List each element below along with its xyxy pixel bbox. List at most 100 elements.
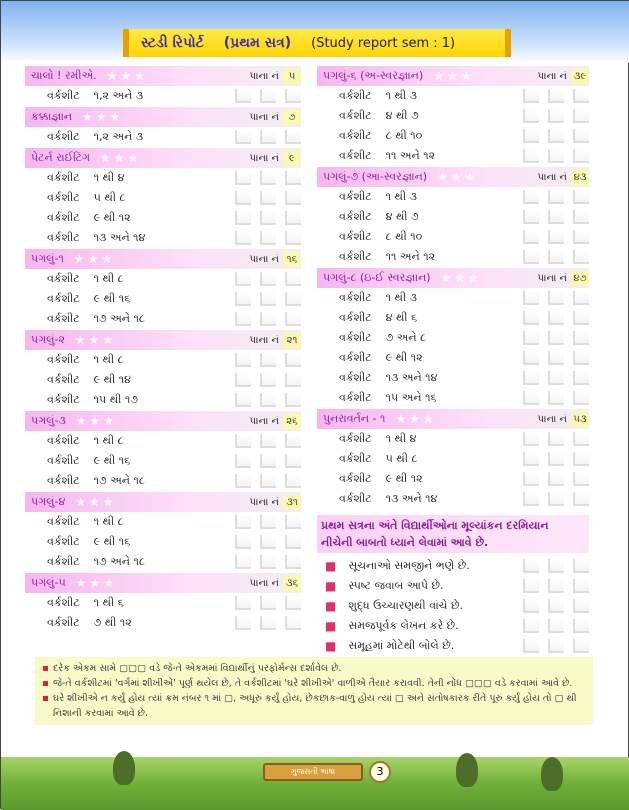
- rating-checkbox[interactable]: [235, 130, 251, 144]
- rating-checkbox[interactable]: [548, 391, 564, 405]
- rating-checkbox[interactable]: [548, 472, 564, 486]
- rating-checkbox[interactable]: [285, 474, 301, 488]
- rating-checkbox[interactable]: [260, 292, 276, 306]
- rating-checkbox[interactable]: [235, 535, 251, 549]
- rating-checkbox[interactable]: [285, 373, 301, 387]
- rating-checkbox[interactable]: [573, 639, 589, 653]
- rating-checkbox[interactable]: [260, 454, 276, 468]
- rating-checkbox[interactable]: [573, 89, 589, 103]
- rating-checkbox[interactable]: [548, 210, 564, 224]
- rating-checkbox[interactable]: [523, 371, 539, 385]
- rating-checkbox[interactable]: [235, 171, 251, 185]
- rating-checkbox[interactable]: [260, 535, 276, 549]
- rating-checkbox[interactable]: [260, 130, 276, 144]
- rating-checkbox[interactable]: [235, 292, 251, 306]
- rating-checkbox[interactable]: [573, 351, 589, 365]
- rating-checkbox[interactable]: [235, 89, 251, 103]
- rating-checkbox[interactable]: [285, 231, 301, 245]
- rating-checkbox[interactable]: [523, 149, 539, 163]
- rating-checkbox[interactable]: [260, 474, 276, 488]
- rating-checkbox[interactable]: [548, 559, 564, 573]
- rating-checkbox[interactable]: [573, 579, 589, 593]
- rating-checkbox[interactable]: [573, 291, 589, 305]
- rating-checkbox[interactable]: [523, 619, 539, 633]
- rating-checkbox[interactable]: [285, 171, 301, 185]
- rating-checkbox[interactable]: [523, 599, 539, 613]
- rating-checkbox[interactable]: [548, 639, 564, 653]
- rating-checkbox[interactable]: [548, 109, 564, 123]
- rating-checkbox[interactable]: [235, 393, 251, 407]
- rating-checkbox[interactable]: [573, 149, 589, 163]
- rating-checkbox[interactable]: [260, 312, 276, 326]
- rating-checkbox[interactable]: [285, 616, 301, 630]
- rating-checkbox[interactable]: [573, 559, 589, 573]
- rating-checkbox[interactable]: [523, 210, 539, 224]
- rating-checkbox[interactable]: [235, 211, 251, 225]
- rating-checkbox[interactable]: [235, 555, 251, 569]
- rating-checkbox[interactable]: [573, 371, 589, 385]
- rating-checkbox[interactable]: [548, 250, 564, 264]
- rating-checkbox[interactable]: [573, 619, 589, 633]
- rating-checkbox[interactable]: [285, 555, 301, 569]
- rating-checkbox[interactable]: [523, 129, 539, 143]
- rating-checkbox[interactable]: [573, 331, 589, 345]
- rating-checkbox[interactable]: [548, 149, 564, 163]
- rating-checkbox[interactable]: [235, 596, 251, 610]
- rating-checkbox[interactable]: [523, 291, 539, 305]
- rating-checkbox[interactable]: [548, 599, 564, 613]
- rating-checkbox[interactable]: [260, 191, 276, 205]
- rating-checkbox[interactable]: [285, 312, 301, 326]
- rating-checkbox[interactable]: [235, 434, 251, 448]
- rating-checkbox[interactable]: [235, 474, 251, 488]
- rating-checkbox[interactable]: [573, 452, 589, 466]
- rating-checkbox[interactable]: [285, 272, 301, 286]
- rating-checkbox[interactable]: [235, 231, 251, 245]
- rating-checkbox[interactable]: [548, 331, 564, 345]
- rating-checkbox[interactable]: [573, 391, 589, 405]
- rating-checkbox[interactable]: [260, 434, 276, 448]
- rating-checkbox[interactable]: [235, 373, 251, 387]
- rating-checkbox[interactable]: [548, 619, 564, 633]
- rating-checkbox[interactable]: [260, 373, 276, 387]
- rating-checkbox[interactable]: [523, 391, 539, 405]
- rating-checkbox[interactable]: [523, 89, 539, 103]
- rating-checkbox[interactable]: [523, 472, 539, 486]
- rating-checkbox[interactable]: [260, 171, 276, 185]
- rating-checkbox[interactable]: [573, 230, 589, 244]
- rating-checkbox[interactable]: [523, 492, 539, 506]
- rating-checkbox[interactable]: [285, 393, 301, 407]
- rating-checkbox[interactable]: [260, 616, 276, 630]
- rating-checkbox[interactable]: [260, 353, 276, 367]
- rating-checkbox[interactable]: [523, 639, 539, 653]
- rating-checkbox[interactable]: [523, 331, 539, 345]
- rating-checkbox[interactable]: [285, 211, 301, 225]
- rating-checkbox[interactable]: [573, 250, 589, 264]
- rating-checkbox[interactable]: [548, 291, 564, 305]
- rating-checkbox[interactable]: [573, 599, 589, 613]
- rating-checkbox[interactable]: [523, 109, 539, 123]
- rating-checkbox[interactable]: [285, 596, 301, 610]
- rating-checkbox[interactable]: [260, 515, 276, 529]
- rating-checkbox[interactable]: [573, 109, 589, 123]
- rating-checkbox[interactable]: [548, 230, 564, 244]
- rating-checkbox[interactable]: [235, 353, 251, 367]
- rating-checkbox[interactable]: [523, 559, 539, 573]
- rating-checkbox[interactable]: [285, 130, 301, 144]
- rating-checkbox[interactable]: [285, 434, 301, 448]
- rating-checkbox[interactable]: [523, 452, 539, 466]
- rating-checkbox[interactable]: [285, 89, 301, 103]
- rating-checkbox[interactable]: [260, 89, 276, 103]
- rating-checkbox[interactable]: [548, 351, 564, 365]
- rating-checkbox[interactable]: [573, 129, 589, 143]
- rating-checkbox[interactable]: [260, 555, 276, 569]
- rating-checkbox[interactable]: [523, 311, 539, 325]
- rating-checkbox[interactable]: [235, 454, 251, 468]
- rating-checkbox[interactable]: [523, 230, 539, 244]
- rating-checkbox[interactable]: [573, 472, 589, 486]
- rating-checkbox[interactable]: [285, 535, 301, 549]
- rating-checkbox[interactable]: [548, 452, 564, 466]
- rating-checkbox[interactable]: [285, 515, 301, 529]
- rating-checkbox[interactable]: [573, 190, 589, 204]
- rating-checkbox[interactable]: [548, 190, 564, 204]
- rating-checkbox[interactable]: [260, 596, 276, 610]
